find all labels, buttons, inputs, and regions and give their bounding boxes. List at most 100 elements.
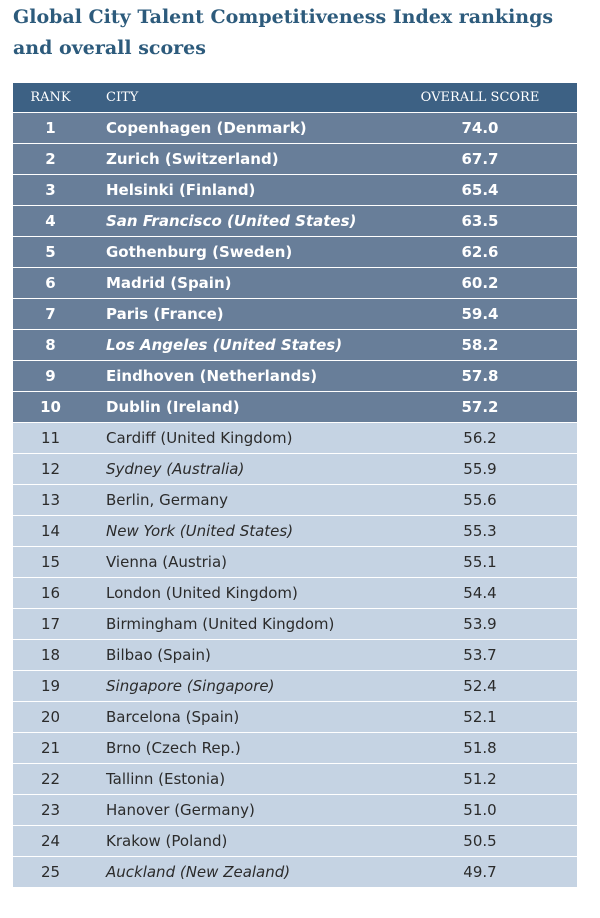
score-cell: 50.5 [463,832,497,850]
table: RANK CITY OVERALL SCORE 1 Copenhagen (Den… [13,83,577,888]
header-cell: RANK [30,90,71,105]
score-cell: 59.4 [461,305,499,323]
city-cell: Tallinn (Estonia) [106,770,226,788]
score-cell: 53.7 [463,646,497,664]
rank-cell: 5 [45,243,56,261]
city-cell: Sydney (Australia) [106,460,245,478]
score-cell: 58.2 [461,336,499,354]
rank-cell: 16 [40,584,61,602]
table-row: 18 Bilbao (Spain) 53.7 [13,640,577,671]
city-cell: New York (United States) [106,522,294,540]
city-cell: Hanover (Germany) [106,801,255,819]
rank-cell: 19 [40,677,61,695]
header-row: RANK CITY OVERALL SCORE [13,83,577,113]
city-cell: Los Angeles (United States) [106,336,343,354]
table-row: 1 Copenhagen (Denmark) 74.0 [13,113,577,144]
city-cell: Berlin, Germany [106,491,229,509]
city-cell: Barcelona (Spain) [106,708,240,726]
rank-cell: 20 [40,708,61,726]
table-row: 24 Krakow (Poland) 50.5 [13,826,577,857]
score-cell: 55.1 [463,553,497,571]
city-cell: Gothenburg (Sweden) [106,243,293,261]
rank-cell: 1 [45,119,56,137]
rank-cell: 8 [45,336,56,354]
table-row: 9 Eindhoven (Netherlands) 57.8 [13,361,577,392]
rank-cell: 15 [40,553,61,571]
table-row: 5 Gothenburg (Sweden) 62.6 [13,237,577,268]
city-cell: Copenhagen (Denmark) [106,119,307,137]
rank-cell: 18 [40,646,61,664]
score-cell: 65.4 [461,181,499,199]
rank-cell: 9 [45,367,56,385]
table-row: 3 Helsinki (Finland) 65.4 [13,175,577,206]
score-cell: 52.1 [463,708,497,726]
score-cell: 62.6 [461,243,499,261]
city-cell: Vienna (Austria) [106,553,227,571]
table-row: 17 Birmingham (United Kingdom) 53.9 [13,609,577,640]
score-cell: 57.8 [461,367,499,385]
score-cell: 55.9 [463,460,497,478]
score-cell: 54.4 [463,584,497,602]
table-row: 13 Berlin, Germany 55.6 [13,485,577,516]
table-row: 8 Los Angeles (United States) 58.2 [13,330,577,361]
city-cell: London (United Kingdom) [106,584,298,602]
table-row: 20 Barcelona (Spain) 52.1 [13,702,577,733]
table-row: 6 Madrid (Spain) 60.2 [13,268,577,299]
table-row: 19 Singapore (Singapore) 52.4 [13,671,577,702]
table-row: 10 Dublin (Ireland) 57.2 [13,392,577,423]
header-cell: OVERALL SCORE [420,90,540,105]
title: Global City Talent Competitiveness Index… [13,6,554,59]
score-cell: 55.6 [463,491,497,509]
rank-cell: 22 [40,770,61,788]
score-cell: 52.4 [463,677,497,695]
table-row: 22 Tallinn (Estonia) 51.2 [13,764,577,795]
rank-cell: 2 [45,150,56,168]
score-cell: 74.0 [461,119,499,137]
score-cell: 63.5 [461,212,499,230]
table-row: 21 Brno (Czech Rep.) 51.8 [13,733,577,764]
header-cell: CITY [106,90,139,105]
table-row: 7 Paris (France) 59.4 [13,299,577,330]
table-row: 25 Auckland (New Zealand) 49.7 [13,857,577,888]
table-row: 4 San Francisco (United States) 63.5 [13,206,577,237]
rank-cell: 23 [40,801,61,819]
rank-cell: 21 [40,739,61,757]
score-cell: 53.9 [463,615,497,633]
rank-cell: 4 [45,212,56,230]
rank-cell: 13 [40,491,61,509]
city-cell: Birmingham (United Kingdom) [106,615,335,633]
city-cell: Madrid (Spain) [106,274,232,292]
city-cell: Brno (Czech Rep.) [106,739,241,757]
city-cell: Helsinki (Finland) [106,181,256,199]
score-cell: 60.2 [461,274,499,292]
city-cell: Bilbao (Spain) [106,646,211,664]
city-cell: San Francisco (United States) [106,212,357,230]
rank-cell: 24 [40,832,61,850]
rank-cell: 11 [40,429,61,447]
city-cell: Cardiff (United Kingdom) [106,429,293,447]
rank-cell: 7 [45,305,56,323]
city-cell: Krakow (Poland) [106,832,228,850]
rank-cell: 25 [40,863,61,881]
table-row: 2 Zurich (Switzerland) 67.7 [13,144,577,175]
city-cell: Singapore (Singapore) [106,677,275,695]
city-cell: Zurich (Switzerland) [106,150,279,168]
city-cell: Dublin (Ireland) [106,398,240,416]
table-row: 23 Hanover (Germany) 51.0 [13,795,577,826]
table-row: 14 New York (United States) 55.3 [13,516,577,547]
city-cell: Paris (France) [106,305,224,323]
city-cell: Eindhoven (Netherlands) [106,367,318,385]
city-cell: Auckland (New Zealand) [106,863,291,881]
score-cell: 56.2 [463,429,497,447]
rank-cell: 10 [40,398,61,416]
rank-cell: 3 [45,181,56,199]
table-row: 16 London (United Kingdom) 54.4 [13,578,577,609]
rank-cell: 17 [40,615,61,633]
rank-cell: 6 [45,274,56,292]
score-cell: 51.8 [463,739,497,757]
rank-cell: 12 [40,460,61,478]
table-row: 12 Sydney (Australia) 55.9 [13,454,577,485]
score-cell: 57.2 [461,398,499,416]
score-cell: 51.2 [463,770,497,788]
